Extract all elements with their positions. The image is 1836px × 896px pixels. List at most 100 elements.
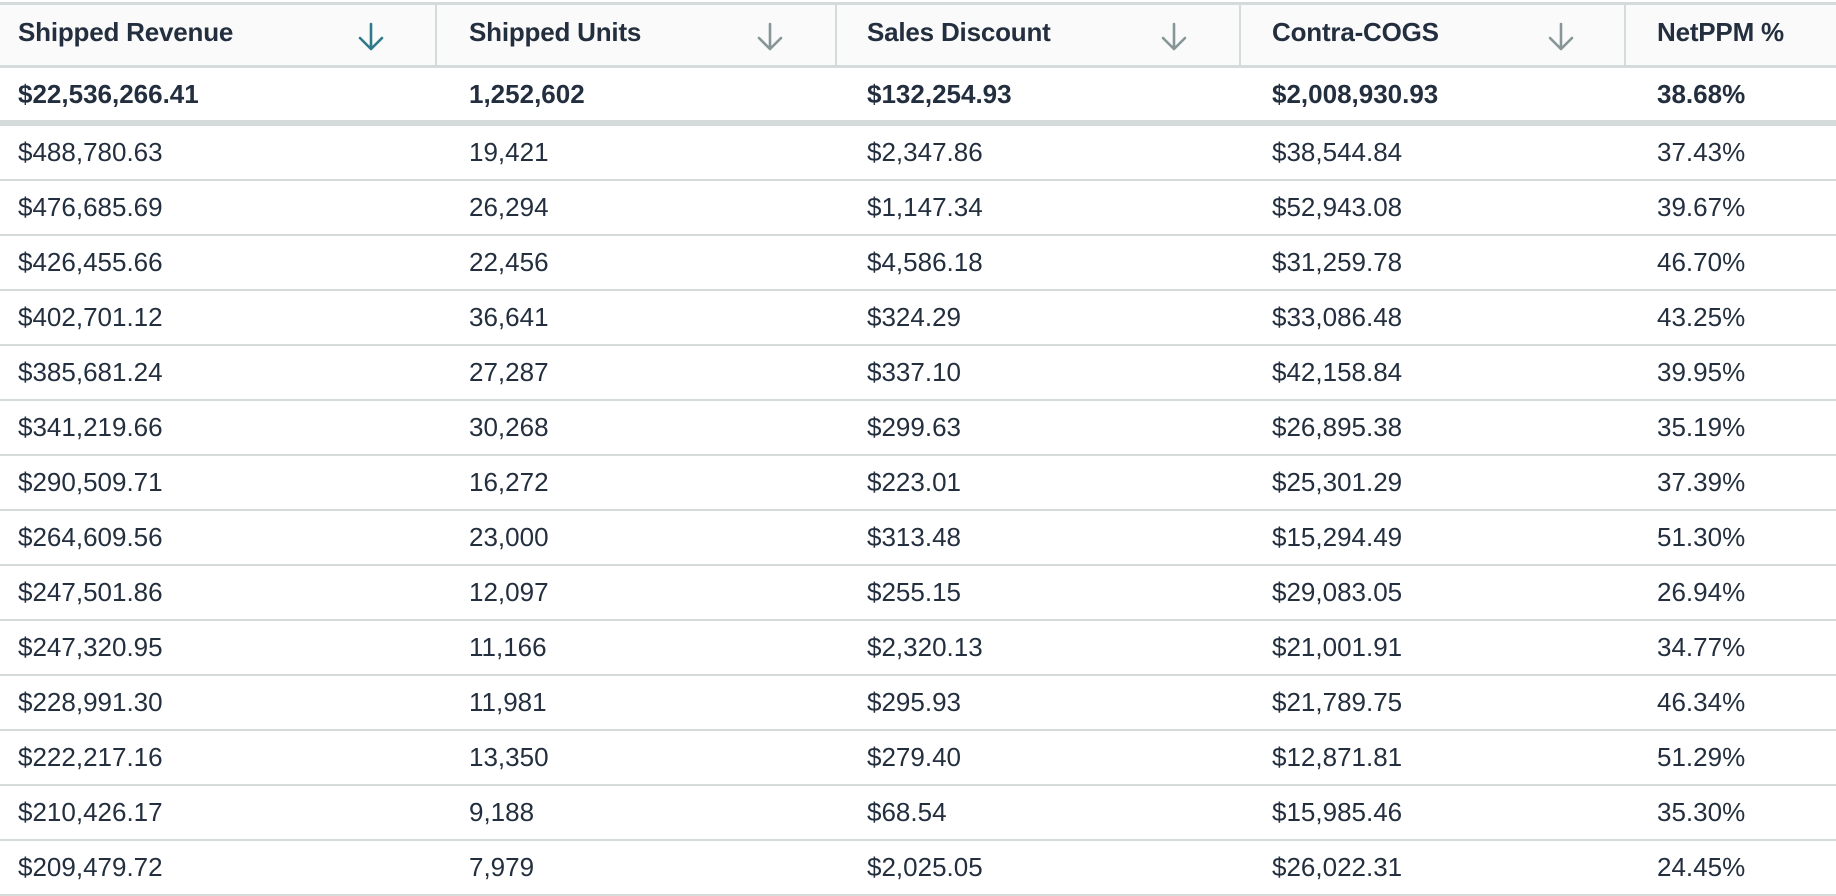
cell-netppm: 51.30% <box>1657 522 1746 552</box>
cell-sales-discount: $68.54 <box>867 797 947 827</box>
cell-contra-cogs: $26,895.38 <box>1272 412 1403 442</box>
total-shipped-revenue: $22,536,266.41 <box>18 78 199 109</box>
table-row[interactable]: $210,426.17 9,188 $68.54 $15,985.46 35.30% <box>0 786 1836 841</box>
cell-netppm: 37.43% <box>1657 137 1746 167</box>
table-row[interactable]: $228,991.30 11,981 $295.93 $21,789.75 46.34% <box>0 676 1836 731</box>
total-netppm: 38.68% <box>1657 78 1746 109</box>
table-row[interactable]: $247,501.86 12,097 $255.15 $29,083.05 26.94% <box>0 566 1836 621</box>
cell-sales-discount: $313.48 <box>867 522 961 552</box>
cell-shipped-revenue: $264,609.56 <box>18 522 163 552</box>
cell-sales-discount: $1,147.34 <box>867 192 983 222</box>
table-body: $488,780.63 19,421 $2,347.86 $38,544.84 37.4… <box>0 126 1836 896</box>
column-label: Shipped Units <box>469 16 642 47</box>
cell-netppm: 35.19% <box>1657 412 1746 442</box>
cell-shipped-revenue: $402,701.12 <box>18 302 163 332</box>
cell-contra-cogs: $31,259.78 <box>1272 247 1403 277</box>
cell-shipped-units: 36,641 <box>469 302 549 332</box>
cell-netppm: 39.95% <box>1657 357 1746 387</box>
table-row[interactable]: $209,479.72 7,979 $2,025.05 $26,022.31 24.45… <box>0 841 1836 896</box>
cell-netppm: 35.30% <box>1657 797 1746 827</box>
cell-contra-cogs: $21,001.91 <box>1272 632 1403 662</box>
cell-shipped-revenue: $247,320.95 <box>18 632 163 662</box>
cell-contra-cogs: $29,083.05 <box>1272 577 1403 607</box>
cell-contra-cogs: $12,871.81 <box>1272 742 1403 772</box>
cell-netppm: 37.39% <box>1657 467 1746 497</box>
table-row[interactable]: $385,681.24 27,287 $337.10 $42,158.84 39.95% <box>0 346 1836 401</box>
cell-shipped-revenue: $426,455.66 <box>18 247 163 277</box>
cell-shipped-revenue: $247,501.86 <box>18 577 163 607</box>
cell-shipped-revenue: $341,219.66 <box>18 412 163 442</box>
cell-shipped-units: 26,294 <box>469 192 549 222</box>
cell-netppm: 46.34% <box>1657 687 1746 717</box>
column-header-sales-discount[interactable]: Sales Discount <box>837 5 1241 65</box>
cell-sales-discount: $337.10 <box>867 357 961 387</box>
column-label: Contra-COGS <box>1272 16 1439 47</box>
table-row[interactable]: $341,219.66 30,268 $299.63 $26,895.38 35.19% <box>0 401 1836 456</box>
cell-sales-discount: $2,320.13 <box>867 632 983 662</box>
cell-sales-discount: $4,586.18 <box>867 247 983 277</box>
cell-sales-discount: $279.40 <box>867 742 961 772</box>
cell-contra-cogs: $38,544.84 <box>1272 137 1403 167</box>
cell-sales-discount: $295.93 <box>867 687 961 717</box>
table-row[interactable]: $222,217.16 13,350 $279.40 $12,871.81 51.29% <box>0 731 1836 786</box>
table-row[interactable]: $247,320.95 11,166 $2,320.13 $21,001.91 34.7… <box>0 621 1836 676</box>
cell-netppm: 24.45% <box>1657 852 1746 882</box>
cell-sales-discount: $299.63 <box>867 412 961 442</box>
cell-shipped-revenue: $222,217.16 <box>18 742 163 772</box>
cell-sales-discount: $2,025.05 <box>867 852 983 882</box>
cell-shipped-units: 16,272 <box>469 467 549 497</box>
cell-contra-cogs: $33,086.48 <box>1272 302 1403 332</box>
cell-shipped-revenue: $488,780.63 <box>18 137 163 167</box>
cell-netppm: 46.70% <box>1657 247 1746 277</box>
cell-shipped-units: 11,981 <box>469 687 547 717</box>
cell-shipped-revenue: $209,479.72 <box>18 852 163 882</box>
column-header-shipped-units[interactable]: Shipped Units <box>437 5 837 65</box>
cell-netppm: 26.94% <box>1657 577 1746 607</box>
column-label: Sales Discount <box>867 16 1051 47</box>
cell-shipped-units: 30,268 <box>469 412 549 442</box>
cell-contra-cogs: $42,158.84 <box>1272 357 1403 387</box>
cell-shipped-units: 13,350 <box>469 742 549 772</box>
table-row[interactable]: $290,509.71 16,272 $223.01 $25,301.29 37.39% <box>0 456 1836 511</box>
column-label: Shipped Revenue <box>18 16 234 47</box>
column-header-contra-cogs[interactable]: Contra-COGS <box>1241 5 1626 65</box>
cell-contra-cogs: $52,943.08 <box>1272 192 1403 222</box>
cell-sales-discount: $324.29 <box>867 302 961 332</box>
table-header: Shipped Revenue Shipped Units Sales Disc… <box>0 2 1836 68</box>
arrow-down-icon[interactable] <box>357 21 385 53</box>
cell-contra-cogs: $26,022.31 <box>1272 852 1403 882</box>
cell-netppm: 43.25% <box>1657 302 1746 332</box>
table-row[interactable]: $476,685.69 26,294 $1,147.34 $52,943.08 39.6… <box>0 181 1836 236</box>
cell-shipped-units: 11,166 <box>469 632 547 662</box>
cell-shipped-units: 9,188 <box>469 797 535 827</box>
cell-contra-cogs: $21,789.75 <box>1272 687 1403 717</box>
totals-row: $22,536,266.41 1,252,602 $132,254.93 $2,… <box>0 68 1836 126</box>
arrow-down-icon[interactable] <box>756 21 784 53</box>
arrow-down-icon[interactable] <box>1160 21 1188 53</box>
arrow-down-icon[interactable] <box>1547 21 1575 53</box>
column-header-netppm[interactable]: NetPPM % <box>1626 5 1836 65</box>
cell-shipped-units: 23,000 <box>469 522 549 552</box>
cell-netppm: 51.29% <box>1657 742 1746 772</box>
cell-shipped-revenue: $290,509.71 <box>18 467 163 497</box>
cell-sales-discount: $2,347.86 <box>867 137 983 167</box>
table-row[interactable]: $426,455.66 22,456 $4,586.18 $31,259.78 46.7… <box>0 236 1836 291</box>
total-sales-discount: $132,254.93 <box>867 78 1012 109</box>
cell-shipped-units: 19,421 <box>469 137 549 167</box>
table-row[interactable]: $488,780.63 19,421 $2,347.86 $38,544.84 37.4… <box>0 126 1836 181</box>
table-row[interactable]: $402,701.12 36,641 $324.29 $33,086.48 43.25% <box>0 291 1836 346</box>
cell-shipped-units: 27,287 <box>469 357 549 387</box>
table-row[interactable]: $264,609.56 23,000 $313.48 $15,294.49 51.30% <box>0 511 1836 566</box>
cell-shipped-revenue: $385,681.24 <box>18 357 163 387</box>
cell-contra-cogs: $15,985.46 <box>1272 797 1403 827</box>
cell-shipped-units: 7,979 <box>469 852 535 882</box>
cell-shipped-units: 22,456 <box>469 247 549 277</box>
column-label: NetPPM % <box>1657 16 1784 47</box>
cell-contra-cogs: $25,301.29 <box>1272 467 1403 497</box>
cell-sales-discount: $255.15 <box>867 577 961 607</box>
cell-shipped-revenue: $228,991.30 <box>18 687 163 717</box>
column-header-shipped-revenue[interactable]: Shipped Revenue <box>0 5 437 65</box>
cell-shipped-revenue: $210,426.17 <box>18 797 163 827</box>
cell-sales-discount: $223.01 <box>867 467 961 497</box>
